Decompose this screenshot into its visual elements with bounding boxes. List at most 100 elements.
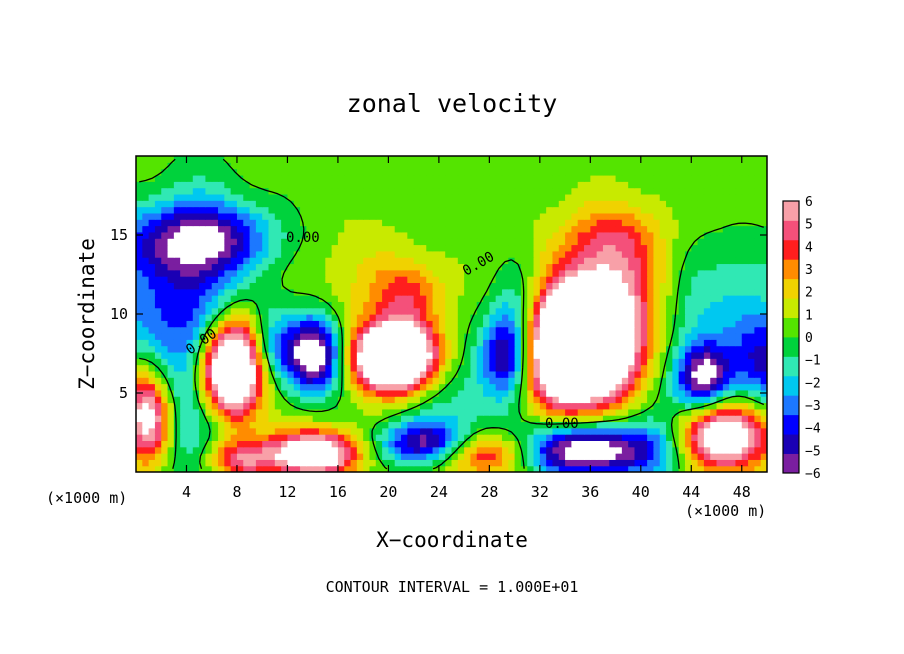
heatmap-cell xyxy=(236,200,244,208)
heatmap-cell xyxy=(628,181,636,189)
heatmap-cell xyxy=(476,219,484,227)
heatmap-cell xyxy=(501,244,509,252)
heatmap-cell xyxy=(539,453,547,460)
heatmap-cell xyxy=(205,345,213,353)
heatmap-cell xyxy=(375,181,383,189)
heatmap-cell xyxy=(236,162,244,170)
heatmap-cell xyxy=(419,200,427,208)
heatmap-cell xyxy=(192,200,200,208)
heatmap-cell xyxy=(268,282,276,290)
heatmap-cell xyxy=(186,307,194,315)
heatmap-cell xyxy=(363,351,371,359)
heatmap-cell xyxy=(142,440,150,448)
heatmap-cell xyxy=(173,244,181,252)
heatmap-cell xyxy=(602,408,610,416)
heatmap-cell xyxy=(236,193,244,201)
heatmap-cell xyxy=(438,377,446,385)
heatmap-cell xyxy=(647,339,655,347)
heatmap-cell xyxy=(520,415,528,423)
heatmap-cell xyxy=(710,174,718,182)
heatmap-cell xyxy=(640,212,648,220)
heatmap-cell xyxy=(501,339,509,347)
heatmap-cell xyxy=(369,295,377,302)
heatmap-cell xyxy=(684,212,692,220)
heatmap-cell xyxy=(697,434,705,441)
heatmap-cell xyxy=(401,263,408,271)
heatmap-cell xyxy=(154,263,162,271)
heatmap-cell xyxy=(356,339,364,347)
heatmap-cell xyxy=(255,250,263,258)
heatmap-cell xyxy=(703,396,711,404)
heatmap-cell xyxy=(205,396,213,404)
heatmap-cell xyxy=(350,377,358,385)
heatmap-cell xyxy=(710,351,718,359)
heatmap-cell xyxy=(211,257,219,265)
heatmap-cell xyxy=(609,377,617,385)
heatmap-cell xyxy=(382,181,389,189)
heatmap-cell xyxy=(476,263,484,271)
heatmap-cell xyxy=(199,465,207,472)
heatmap-cell xyxy=(236,231,244,239)
heatmap-cell xyxy=(571,383,579,391)
heatmap-cell xyxy=(470,459,478,467)
heatmap-cell xyxy=(735,326,743,334)
heatmap-cell xyxy=(533,396,541,404)
heatmap-cell xyxy=(255,364,263,372)
heatmap-cell xyxy=(565,257,572,265)
heatmap-cell xyxy=(602,301,610,309)
heatmap-cell xyxy=(697,453,705,460)
heatmap-cell xyxy=(413,295,421,302)
heatmap-cell xyxy=(331,421,339,429)
heatmap-cell xyxy=(199,320,207,328)
heatmap-cell xyxy=(565,301,572,309)
heatmap-cell xyxy=(312,181,320,189)
heatmap-cell xyxy=(445,181,453,189)
heatmap-cell xyxy=(710,156,718,163)
heatmap-cell xyxy=(281,212,289,220)
heatmap-cell xyxy=(754,459,762,467)
heatmap-cell xyxy=(382,200,389,208)
heatmap-cell xyxy=(729,326,737,334)
heatmap-cell xyxy=(199,238,207,246)
heatmap-cell xyxy=(318,219,326,227)
heatmap-cell xyxy=(508,288,516,296)
heatmap-cell xyxy=(615,351,623,359)
heatmap-cell xyxy=(375,358,383,366)
heatmap-cell xyxy=(678,314,686,321)
heatmap-cell xyxy=(546,174,554,182)
heatmap-cell xyxy=(293,257,301,265)
heatmap-cell xyxy=(293,370,301,378)
heatmap-cell xyxy=(356,231,364,239)
heatmap-cell xyxy=(337,231,345,239)
heatmap-cell xyxy=(167,453,175,460)
heatmap-cell xyxy=(344,459,352,467)
heatmap-cell xyxy=(236,307,244,315)
heatmap-cell xyxy=(659,459,667,467)
heatmap-cell xyxy=(647,358,655,366)
heatmap-cell xyxy=(584,162,591,170)
heatmap-cell xyxy=(735,162,743,170)
heatmap-cell xyxy=(180,219,188,227)
heatmap-cell xyxy=(136,212,143,220)
heatmap-cell xyxy=(312,307,320,315)
heatmap-cell xyxy=(375,174,383,182)
heatmap-cell xyxy=(331,219,339,227)
heatmap-cell xyxy=(659,332,667,340)
heatmap-cell xyxy=(350,453,358,460)
heatmap-cell xyxy=(760,206,767,214)
heatmap-cell xyxy=(255,358,263,366)
heatmap-cell xyxy=(268,345,276,353)
heatmap-cell xyxy=(186,168,194,176)
heatmap-cell xyxy=(161,244,169,252)
heatmap-cell xyxy=(249,427,257,435)
heatmap-cell xyxy=(470,174,478,182)
heatmap-cell xyxy=(527,440,535,448)
heatmap-cell xyxy=(142,168,150,176)
heatmap-cell xyxy=(558,434,566,441)
heatmap-cell xyxy=(180,408,188,416)
heatmap-cell xyxy=(609,364,617,372)
heatmap-cell xyxy=(539,250,547,258)
heatmap-cell xyxy=(552,219,560,227)
heatmap-cell xyxy=(647,396,655,404)
heatmap-cell xyxy=(647,301,655,309)
